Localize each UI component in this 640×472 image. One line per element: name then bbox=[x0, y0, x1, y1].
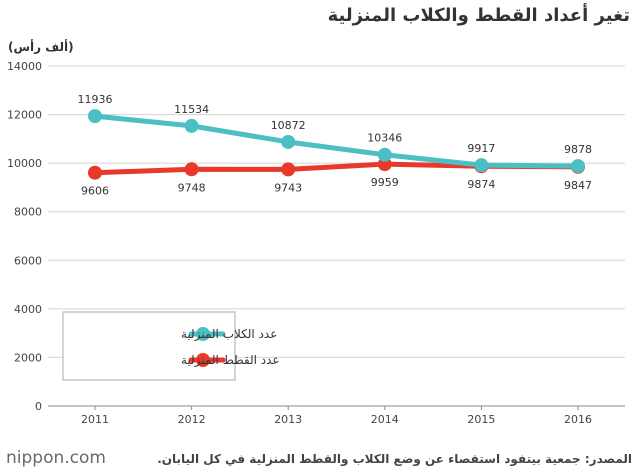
data-point bbox=[571, 159, 585, 174]
legend-box bbox=[62, 311, 236, 381]
data-label: 9606 bbox=[81, 185, 109, 198]
x-tick-label: 2012 bbox=[178, 413, 206, 426]
data-label: 11936 bbox=[78, 93, 113, 106]
y-tick-label: 6000 bbox=[14, 254, 42, 267]
data-label: 9748 bbox=[178, 181, 206, 194]
y-tick-label: 0 bbox=[35, 400, 42, 413]
legend-label: عدد القطط المنزلية bbox=[181, 353, 280, 368]
y-tick-label: 12000 bbox=[7, 109, 42, 122]
data-point bbox=[377, 147, 392, 162]
data-point bbox=[184, 162, 199, 177]
x-tick-label: 2011 bbox=[81, 413, 109, 426]
data-label: 10346 bbox=[367, 132, 402, 145]
series-line-0 bbox=[92, 113, 581, 169]
data-label: 9743 bbox=[274, 181, 302, 194]
legend-label: عدد الكلاب المنزلية bbox=[181, 327, 277, 342]
data-point bbox=[281, 134, 296, 149]
data-label: 9917 bbox=[467, 142, 495, 155]
x-tick-label: 2016 bbox=[564, 413, 592, 426]
x-tick-label: 2014 bbox=[371, 413, 399, 426]
data-label: 9874 bbox=[467, 178, 495, 191]
legend-swatch-marker bbox=[196, 327, 210, 341]
data-point bbox=[474, 158, 489, 173]
y-tick-label: 14000 bbox=[7, 60, 42, 73]
data-label: 11534 bbox=[174, 103, 209, 116]
y-tick-label: 8000 bbox=[14, 206, 42, 219]
data-point bbox=[88, 109, 102, 124]
source-note: المصدر: جمعية بيتفود استقصاء عن وضع الكل… bbox=[157, 452, 632, 466]
data-label: 9959 bbox=[371, 176, 399, 189]
y-axis-unit-label: (ألف رأس) bbox=[8, 40, 74, 54]
x-tick-label: 2013 bbox=[274, 413, 302, 426]
data-label: 9847 bbox=[564, 179, 592, 192]
data-point bbox=[184, 118, 199, 133]
nippon-logo: nippon.com bbox=[6, 448, 106, 468]
data-label: 10872 bbox=[271, 119, 306, 132]
data-point bbox=[88, 165, 102, 180]
legend-swatch-marker bbox=[196, 353, 210, 367]
data-point bbox=[281, 162, 296, 177]
x-tick-label: 2015 bbox=[467, 413, 495, 426]
y-tick-label: 2000 bbox=[14, 351, 42, 364]
chart-title: تغير أعداد القطط والكلاب المنزلية bbox=[327, 5, 630, 26]
data-label: 9878 bbox=[564, 143, 592, 156]
y-tick-label: 10000 bbox=[7, 157, 42, 170]
y-tick-label: 4000 bbox=[14, 303, 42, 316]
